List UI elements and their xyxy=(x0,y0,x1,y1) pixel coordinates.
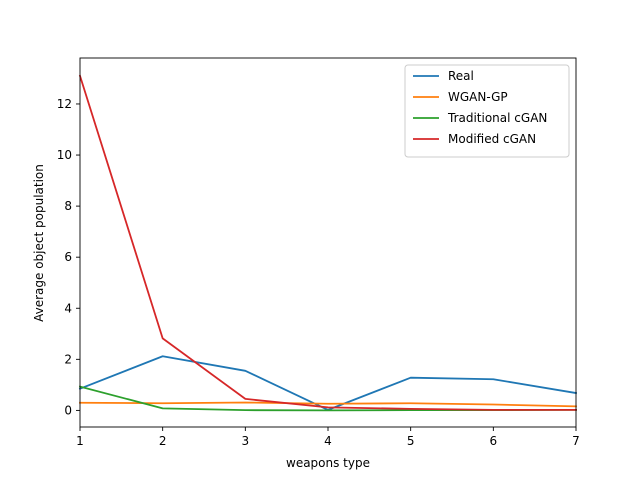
legend-label-traditional-cgan: Traditional cGAN xyxy=(447,111,547,125)
legend-label-modified-cgan: Modified cGAN xyxy=(448,132,536,146)
x-tick-label: 1 xyxy=(76,434,84,448)
y-axis-label: Average object population xyxy=(32,164,46,322)
x-axis-ticks: 1 2 3 4 5 6 7 xyxy=(76,427,580,448)
y-tick-label: 12 xyxy=(57,97,72,111)
legend-label-real: Real xyxy=(448,69,474,83)
x-tick-label: 4 xyxy=(324,434,332,448)
y-tick-label: 8 xyxy=(64,199,72,213)
y-tick-label: 6 xyxy=(64,250,72,264)
y-tick-label: 0 xyxy=(64,403,72,417)
series-line-wgan-gp xyxy=(79,401,577,408)
x-axis-label: weapons type xyxy=(286,456,370,470)
x-tick-label: 2 xyxy=(159,434,167,448)
y-tick-label: 2 xyxy=(64,352,72,366)
y-tick-label: 4 xyxy=(64,301,72,315)
y-tick-label: 10 xyxy=(57,148,72,162)
legend-box xyxy=(404,64,570,158)
series-line-modified-cgan xyxy=(78,74,577,411)
plot-lines xyxy=(78,74,578,412)
x-tick-label: 7 xyxy=(572,434,580,448)
x-tick-label: 5 xyxy=(407,434,415,448)
legend-label-wgan-gp: WGAN-GP xyxy=(448,90,508,104)
legend: Real WGAN-GP Traditional cGAN Modified cGAN xyxy=(404,64,570,158)
series-line-real xyxy=(78,355,578,411)
x-tick-label: 6 xyxy=(490,434,498,448)
y-axis-ticks: 0 2 4 6 8 10 12 xyxy=(57,97,80,417)
x-tick-label: 3 xyxy=(242,434,250,448)
